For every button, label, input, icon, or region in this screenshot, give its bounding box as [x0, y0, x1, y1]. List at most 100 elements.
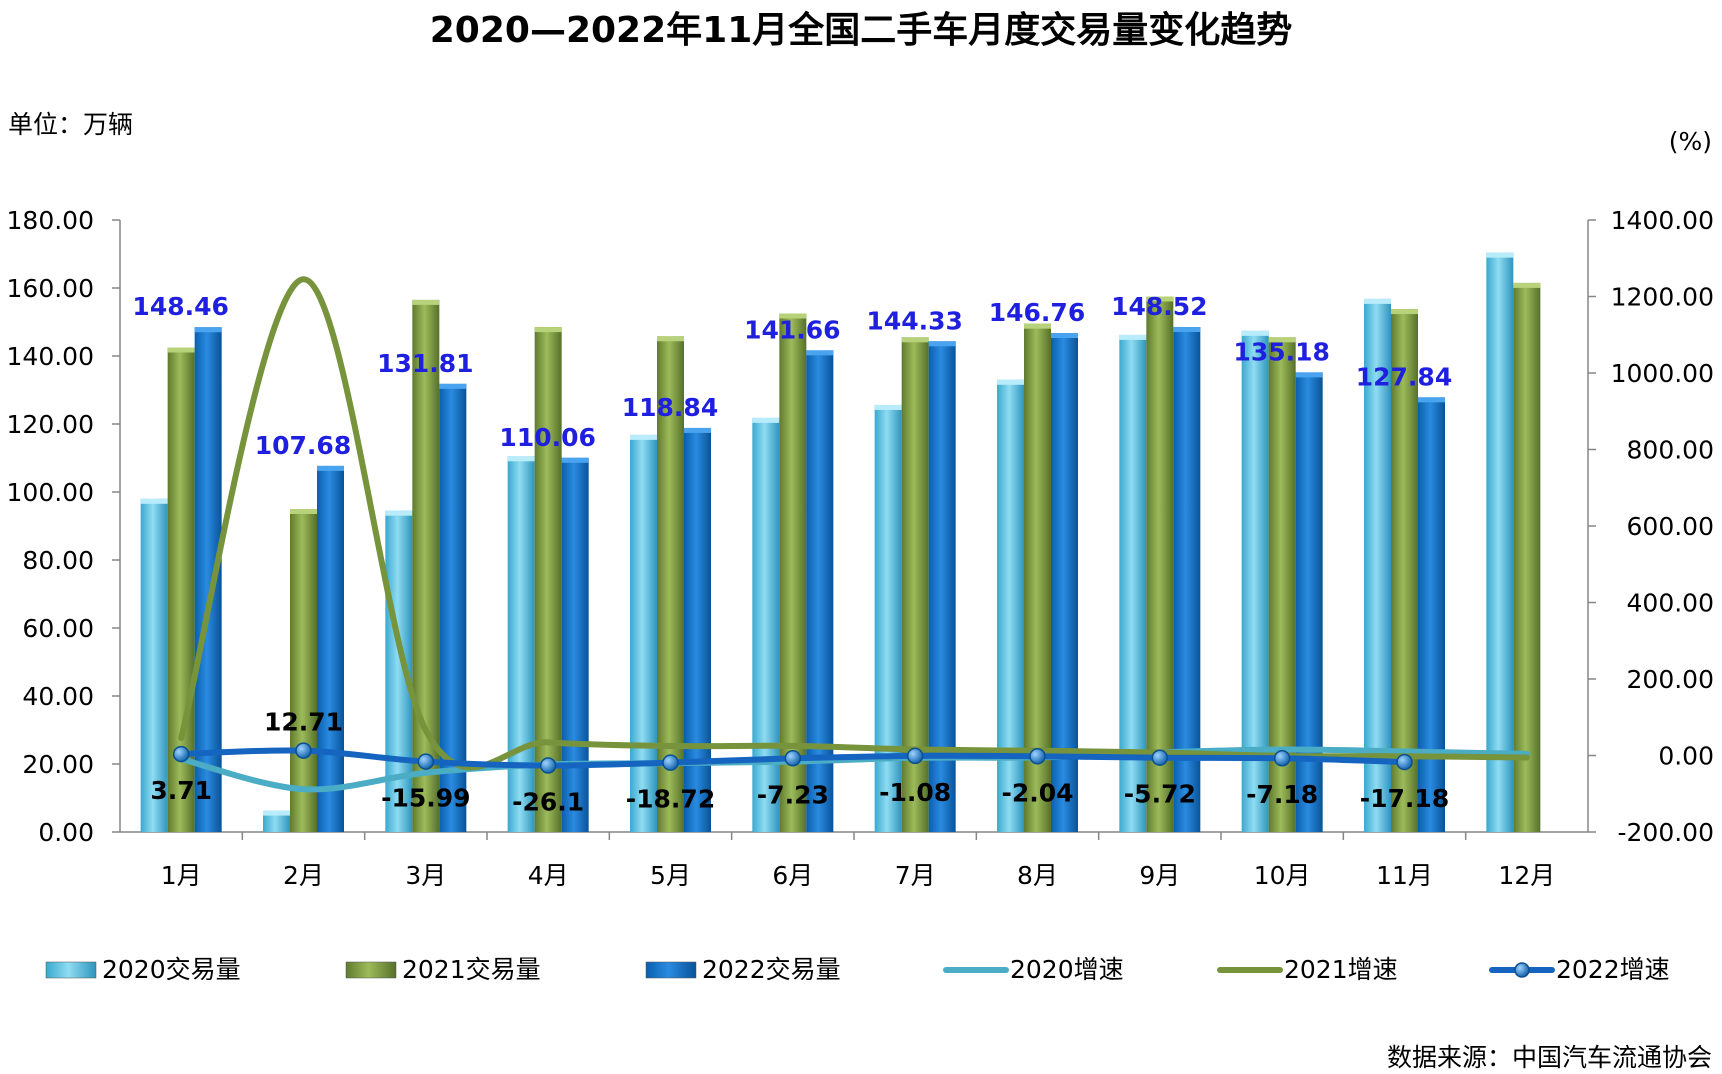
bar-data-label: 131.81	[377, 349, 473, 378]
bar-2021交易量	[1024, 323, 1051, 832]
bar-2022交易量	[1418, 397, 1445, 832]
bar-top-2022交易量	[561, 457, 589, 463]
legend-label: 2020增速	[1010, 955, 1124, 984]
left-tick-label: 140.00	[7, 342, 94, 371]
bar-2021交易量	[1391, 309, 1418, 833]
bar-top-2020交易量	[385, 510, 413, 516]
bar-2022交易量	[317, 465, 344, 832]
x-tick-label: 9月	[1139, 861, 1180, 890]
chart-title: 2020—2022年11月全国二手车月度交易量变化趋势	[430, 9, 1293, 51]
bar-2021交易量	[290, 509, 317, 832]
legend: 2020交易量 2021交易量 2022交易量 2020增速 2021增速 2022增速	[45, 955, 1670, 984]
bar-top-2022交易量	[684, 427, 711, 433]
bar-top-2020交易量	[630, 434, 657, 440]
bar-top-2022交易量	[439, 383, 467, 389]
rate-data-label: -18.72	[626, 785, 715, 814]
bar-2021交易量	[1513, 282, 1541, 832]
bar-2022交易量	[1173, 327, 1201, 832]
right-tick-label: -200.00	[1618, 818, 1715, 847]
left-tick-label: 0.00	[38, 818, 94, 847]
rate-data-label: -17.18	[1360, 784, 1449, 813]
legend-marker-2022增速	[1514, 962, 1530, 978]
x-tick-label: 3月	[405, 861, 446, 890]
bar-top-2020交易量	[1486, 252, 1514, 258]
bar-data-label: 146.76	[989, 298, 1085, 327]
right-tick-label: 600.00	[1627, 512, 1714, 541]
bar-2020交易量	[874, 404, 902, 832]
legend-label: 2021增速	[1284, 955, 1398, 984]
bar-top-2021交易量	[167, 347, 195, 353]
bar-2020交易量	[630, 434, 657, 832]
bar-2021交易量	[412, 299, 440, 832]
bar-data-label: 107.68	[255, 431, 351, 460]
bar-top-2021交易量	[412, 299, 440, 305]
rate-data-label: -26.1	[512, 787, 584, 816]
bar-2021交易量	[534, 327, 562, 832]
bar-top-2020交易量	[507, 456, 535, 462]
legend-swatch-2021交易量	[345, 961, 397, 979]
point-2022增速	[295, 742, 312, 759]
point-2022增速	[1151, 749, 1169, 766]
x-tick-label: 5月	[650, 861, 691, 890]
bar-data-label: 135.18	[1233, 337, 1329, 366]
bar-top-2022交易量	[1173, 327, 1201, 333]
bar-labels: 148.46 107.68 131.81 110.06 118.84 141.66 144.…	[132, 292, 1452, 460]
bar-top-2021交易量	[1391, 309, 1418, 315]
legend-label: 2021交易量	[402, 955, 541, 984]
bar-top-2021交易量	[534, 327, 562, 333]
bar-top-2020交易量	[140, 498, 168, 504]
bar-2022交易量	[561, 457, 589, 832]
bar-top-2021交易量	[1146, 296, 1174, 302]
bar-top-2021交易量	[290, 509, 317, 514]
point-2022增速	[662, 754, 679, 771]
rate-data-label: -7.18	[1246, 780, 1318, 809]
right-tick-label: 200.00	[1627, 665, 1714, 694]
right-y-axis: -200.00 0.00 200.00 400.00 600.00 800.00 1000.…	[1588, 206, 1714, 847]
left-axis-unit: 单位：万辆	[8, 110, 133, 139]
rate-data-label: 3.71	[150, 776, 212, 805]
legend-label: 2022增速	[1556, 955, 1670, 984]
bar-2022交易量	[1295, 372, 1323, 832]
rate-data-label: -7.23	[757, 780, 829, 809]
left-tick-label: 160.00	[7, 274, 94, 303]
bar-data-label: 144.33	[866, 306, 962, 335]
bar-2021交易量	[657, 336, 684, 832]
point-2022增速	[906, 747, 924, 765]
bar-top-2022交易量	[317, 465, 344, 471]
bar-2020交易量	[752, 417, 780, 832]
point-2022增速	[1396, 753, 1413, 771]
x-tick-label: 2月	[283, 861, 324, 890]
left-tick-label: 60.00	[22, 614, 94, 643]
legend-swatch-2022交易量	[645, 961, 697, 979]
bar-top-2020交易量	[874, 404, 902, 410]
point-2022增速	[784, 750, 802, 767]
point-2022增速	[1029, 748, 1046, 765]
rate-data-label: -5.72	[1124, 780, 1196, 809]
x-tick-label: 12月	[1498, 861, 1555, 890]
bar-2020交易量	[1364, 298, 1391, 832]
bar-top-2021交易量	[657, 336, 684, 342]
data-source: 数据来源：中国汽车流通协会	[1387, 1043, 1712, 1072]
left-y-axis: 0.00 20.00 40.00 60.00 80.00 100.00 120.00 140.…	[7, 206, 120, 847]
bar-top-2022交易量	[806, 350, 834, 356]
left-tick-label: 180.00	[7, 206, 94, 235]
x-axis: 1月 2月 3月 4月 5月 6月 7月 8月 9月 10月 11月 12月	[161, 832, 1555, 890]
rate-data-label: -1.08	[879, 778, 951, 807]
bar-top-2021交易量	[779, 313, 807, 319]
bar-top-2022交易量	[194, 327, 222, 333]
rate-labels: 3.71 12.71 -15.99 -26.1 -18.72 -7.23 -1.08 -2.0…	[150, 708, 1449, 817]
legend-swatch-2020交易量	[45, 961, 97, 979]
x-tick-label: 11月	[1376, 861, 1433, 890]
bar-top-2022交易量	[1051, 333, 1078, 339]
right-tick-label: 1400.00	[1611, 206, 1714, 235]
right-axis-unit: (%)	[1669, 127, 1712, 156]
bar-2020交易量	[507, 456, 535, 832]
bar-top-2021交易量	[901, 337, 929, 343]
bar-2020交易量	[997, 379, 1024, 832]
point-2022增速	[172, 745, 190, 763]
left-tick-label: 120.00	[7, 410, 94, 439]
bar-top-2022交易量	[928, 341, 956, 347]
bar-top-2022交易量	[1418, 397, 1445, 403]
left-tick-label: 100.00	[7, 478, 94, 507]
